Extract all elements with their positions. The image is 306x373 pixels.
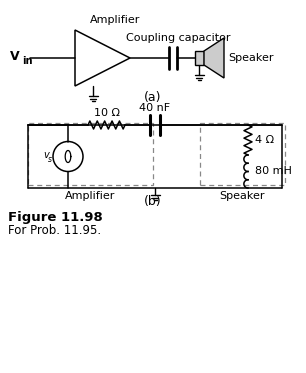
Text: (a): (a): [144, 91, 162, 104]
Text: Amplifier: Amplifier: [90, 15, 140, 25]
Text: 10 Ω: 10 Ω: [94, 108, 120, 118]
Text: V: V: [10, 50, 20, 63]
Text: 80 mH: 80 mH: [255, 166, 292, 176]
Text: in: in: [22, 56, 32, 66]
Text: v: v: [43, 150, 49, 160]
Text: Amplifier: Amplifier: [65, 191, 116, 201]
Text: (b): (b): [144, 194, 162, 207]
Text: 40 nF: 40 nF: [140, 103, 170, 113]
Bar: [28, 123, 153, 185]
Text: 4 Ω: 4 Ω: [255, 135, 274, 145]
Text: Speaker: Speaker: [228, 53, 274, 63]
Text: Speaker: Speaker: [220, 191, 265, 201]
Bar: [200, 123, 285, 185]
Polygon shape: [195, 51, 204, 65]
Text: For Prob. 11.95.: For Prob. 11.95.: [8, 223, 101, 236]
Text: Coupling capacitor: Coupling capacitor: [126, 33, 230, 43]
Text: Figure 11.98: Figure 11.98: [8, 211, 103, 225]
Polygon shape: [204, 38, 224, 78]
Text: s: s: [48, 155, 52, 164]
